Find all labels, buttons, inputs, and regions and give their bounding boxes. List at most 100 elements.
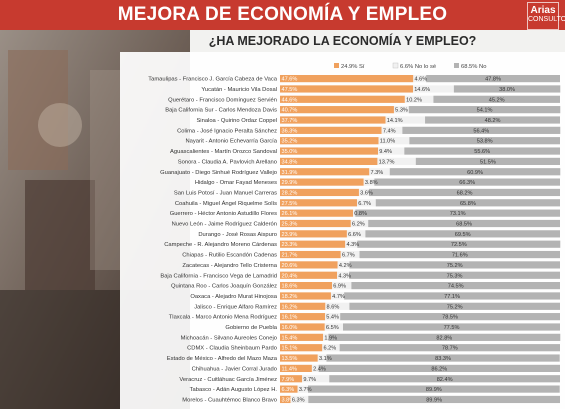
bar-segment bbox=[280, 147, 378, 155]
bar-segment bbox=[337, 261, 350, 269]
data-label: 48.2% bbox=[485, 118, 501, 124]
data-label: 51.5% bbox=[480, 159, 496, 165]
data-label: 77.1% bbox=[444, 294, 460, 300]
bar-segment bbox=[340, 250, 360, 259]
bar-segment bbox=[404, 95, 434, 103]
bar-segment bbox=[353, 209, 356, 217]
bar-segment bbox=[297, 385, 308, 393]
bar-segment bbox=[280, 75, 414, 83]
data-label: 16.1% bbox=[282, 315, 298, 321]
data-label: 14.1% bbox=[387, 118, 403, 124]
brand-logo-subtext: CONSULTORES bbox=[528, 16, 565, 23]
bar-segment bbox=[280, 95, 405, 103]
chart-panel: 24.9% Sí 6.6% No lo sé 68.5% No Tamaulipas … bbox=[120, 52, 565, 409]
bar-segment bbox=[311, 364, 319, 372]
bar-segment bbox=[340, 313, 560, 321]
data-label: 1.9% bbox=[324, 335, 337, 341]
bar-segment bbox=[346, 230, 366, 238]
data-label: 31.9% bbox=[282, 170, 298, 176]
stacked-bar-chart: 24.9% Sí 6.6% No lo sé 68.5% No Tamaulipas … bbox=[148, 62, 561, 404]
bar-segment bbox=[280, 323, 325, 331]
bar-segment bbox=[280, 219, 351, 228]
row-label: San Luis Potosí - Juan Manuel Carreras bbox=[174, 190, 277, 196]
bar-segment bbox=[385, 116, 426, 124]
data-label: 7.9% bbox=[282, 377, 295, 383]
bar-segment bbox=[351, 282, 560, 290]
data-label: 66.3% bbox=[459, 180, 475, 186]
chart-title: ¿HA MEJORADO LA ECONOMÍA Y EMPLEO? bbox=[208, 34, 477, 48]
data-label: 9.4% bbox=[379, 149, 392, 155]
row-label: Baja California - Francisco Vega de Lama… bbox=[160, 273, 277, 279]
data-label: 23.9% bbox=[282, 232, 298, 238]
data-label: 78.7% bbox=[442, 346, 458, 352]
bar-segment bbox=[368, 219, 560, 228]
bar-segment bbox=[378, 137, 410, 145]
data-label: 3.8% bbox=[282, 397, 295, 403]
data-label: 11.4% bbox=[282, 366, 297, 372]
legend-swatch-2 bbox=[454, 63, 459, 68]
data-label: 7.4% bbox=[383, 128, 396, 134]
bar-segment bbox=[369, 188, 560, 197]
row-label: Sinaloa - Quirino Ordaz Coppel bbox=[196, 118, 277, 124]
bar-segment bbox=[280, 313, 326, 321]
data-label: 74.5% bbox=[448, 284, 464, 290]
bar-segment bbox=[358, 188, 370, 197]
data-label: 26.1% bbox=[282, 211, 298, 217]
row-label: Baja California Sur - Carlos Mendoza Dav… bbox=[165, 108, 277, 114]
bar-segment bbox=[280, 209, 354, 217]
data-label: 44.6% bbox=[282, 97, 298, 103]
bar-segment bbox=[308, 385, 560, 393]
data-label: 6.2% bbox=[352, 222, 365, 228]
bar-segment bbox=[325, 302, 350, 310]
row-label: Coahuila - Miguel Ángel Riquelme Solís bbox=[175, 200, 277, 207]
row-label: Sonora - Claudia A. Pavlovich Arellano bbox=[178, 159, 277, 165]
bar-segment bbox=[413, 75, 427, 83]
bar-segment bbox=[280, 250, 341, 259]
data-label: 83.3% bbox=[435, 356, 451, 362]
data-label: 56.4% bbox=[473, 128, 489, 134]
row-label: Oaxaca - Alejadro Murat Hinojosa bbox=[190, 294, 277, 300]
bar-segment bbox=[345, 240, 358, 248]
row-label: Gobierno de Puebla bbox=[225, 325, 277, 331]
data-label: 47.5% bbox=[282, 87, 298, 93]
data-label: 37.7% bbox=[282, 118, 298, 124]
bar-segment bbox=[318, 364, 560, 372]
data-label: 75.3% bbox=[447, 273, 463, 279]
data-label: 23.3% bbox=[282, 242, 298, 248]
bar-segment bbox=[322, 344, 340, 352]
bar-segment bbox=[377, 157, 416, 165]
bar-segment bbox=[280, 230, 347, 238]
data-label: 4.6% bbox=[414, 77, 427, 83]
data-label: 3.6% bbox=[360, 190, 373, 196]
data-label: 28.2% bbox=[282, 190, 298, 196]
data-label: 14.6% bbox=[414, 87, 430, 93]
bar-segment bbox=[280, 126, 382, 134]
data-label: 13.7% bbox=[379, 159, 395, 165]
data-label: 82.4% bbox=[437, 377, 453, 383]
row-label: Veracruz - Cuitláhuac García Jiménez bbox=[179, 377, 277, 383]
data-label: 75.2% bbox=[447, 263, 463, 269]
bar-segment bbox=[280, 302, 326, 310]
bar-segment bbox=[280, 375, 303, 383]
bar-segment bbox=[349, 271, 560, 279]
data-label: 0.8% bbox=[354, 211, 367, 217]
bar-segment bbox=[332, 282, 352, 290]
data-label: 4.3% bbox=[346, 242, 359, 248]
data-label: 40.7% bbox=[282, 108, 298, 114]
bar-segment bbox=[357, 199, 376, 207]
bar-segment bbox=[280, 354, 318, 362]
bar-segment bbox=[323, 333, 329, 341]
brand-logo-mark: Arias bbox=[530, 5, 556, 16]
bar-segment bbox=[308, 395, 560, 404]
bar-segment bbox=[363, 178, 375, 186]
data-label: 6.3% bbox=[282, 387, 295, 393]
data-label: 68.2% bbox=[457, 190, 473, 196]
row-label: Guanajuato - Diego Sinhué Rodríguez Vall… bbox=[160, 170, 277, 176]
row-label: Chihuahua - Javier Corral Jurado bbox=[192, 366, 277, 372]
bar-segment bbox=[433, 95, 560, 103]
bar-segment bbox=[280, 333, 324, 341]
bar-segment bbox=[393, 106, 409, 114]
row-label: Durango - José Rosas Aispuro bbox=[198, 232, 277, 238]
bar-segment bbox=[381, 126, 403, 134]
data-label: 6.9% bbox=[333, 284, 346, 290]
